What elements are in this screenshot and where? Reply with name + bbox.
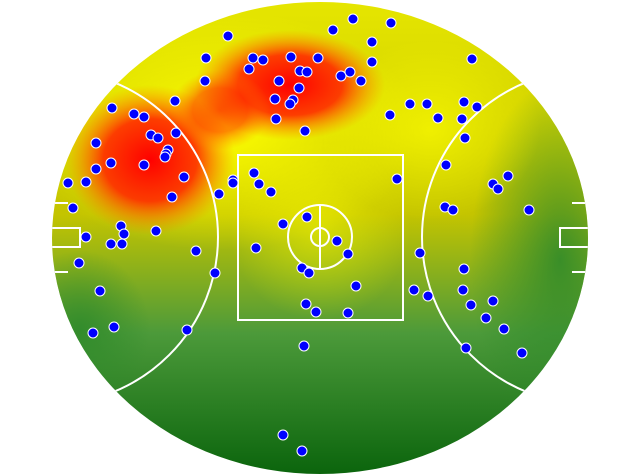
event-point: [90, 163, 102, 175]
event-point: [106, 102, 118, 114]
event-point: [199, 75, 211, 87]
event-point: [385, 17, 397, 29]
event-point: [273, 75, 285, 87]
event-points: [62, 13, 535, 457]
event-point: [159, 151, 171, 163]
event-point: [447, 204, 459, 216]
event-point: [366, 56, 378, 68]
event-point: [62, 177, 74, 189]
event-point: [296, 445, 308, 457]
event-point: [105, 238, 117, 250]
event-point: [404, 98, 416, 110]
event-point: [200, 52, 212, 64]
event-point: [170, 127, 182, 139]
event-point: [502, 170, 514, 182]
event-point: [80, 176, 92, 188]
event-point: [301, 66, 313, 78]
event-point: [384, 109, 396, 121]
event-point: [190, 245, 202, 257]
event-point: [422, 290, 434, 302]
event-point: [466, 53, 478, 65]
event-point: [299, 125, 311, 137]
event-point: [301, 211, 313, 223]
event-point: [80, 231, 92, 243]
event-point: [253, 178, 265, 190]
event-point: [277, 218, 289, 230]
event-point: [128, 108, 140, 120]
event-point: [303, 267, 315, 279]
event-point: [67, 202, 79, 214]
event-point: [523, 204, 535, 216]
event-point: [366, 36, 378, 48]
event-point: [73, 257, 85, 269]
event-point: [487, 295, 499, 307]
event-point: [116, 238, 128, 250]
event-point: [331, 235, 343, 247]
event-point: [257, 54, 269, 66]
event-point: [250, 242, 262, 254]
event-point: [408, 284, 420, 296]
event-point: [480, 312, 492, 324]
event-point: [355, 75, 367, 87]
event-point: [492, 183, 504, 195]
event-point: [247, 52, 259, 64]
event-point: [87, 327, 99, 339]
event-point: [270, 113, 282, 125]
event-point: [459, 132, 471, 144]
event-point: [227, 177, 239, 189]
event-point: [269, 93, 281, 105]
event-point: [285, 51, 297, 63]
event-point: [300, 298, 312, 310]
event-point: [312, 52, 324, 64]
event-point: [169, 95, 181, 107]
event-point: [248, 167, 260, 179]
event-point: [90, 137, 102, 149]
event-point: [138, 111, 150, 123]
event-point: [432, 112, 444, 124]
event-point: [350, 280, 362, 292]
event-point: [105, 157, 117, 169]
event-point: [498, 323, 510, 335]
event-point: [347, 13, 359, 25]
event-point: [108, 321, 120, 333]
event-point: [327, 24, 339, 36]
event-point: [166, 191, 178, 203]
event-point: [516, 347, 528, 359]
event-point: [421, 98, 433, 110]
event-point: [335, 70, 347, 82]
event-point: [298, 340, 310, 352]
event-point: [391, 173, 403, 185]
event-point: [178, 171, 190, 183]
event-point: [465, 299, 477, 311]
event-point: [414, 247, 426, 259]
event-point: [342, 248, 354, 260]
event-point: [94, 285, 106, 297]
event-point: [265, 186, 277, 198]
event-point: [456, 113, 468, 125]
event-point: [344, 66, 356, 78]
event-point: [293, 82, 305, 94]
event-point: [213, 188, 225, 200]
event-point: [458, 263, 470, 275]
event-point: [457, 284, 469, 296]
event-point: [243, 63, 255, 75]
event-point: [460, 342, 472, 354]
event-point: [471, 101, 483, 113]
event-point: [138, 159, 150, 171]
event-point: [458, 96, 470, 108]
event-point: [310, 306, 322, 318]
event-point: [222, 30, 234, 42]
event-point: [209, 267, 221, 279]
event-point: [342, 307, 354, 319]
event-point: [150, 225, 162, 237]
field-markings: [52, 69, 588, 405]
event-point: [152, 132, 164, 144]
event-point: [277, 429, 289, 441]
event-point: [181, 324, 193, 336]
event-point: [284, 98, 296, 110]
event-point: [440, 159, 452, 171]
event-point: [118, 228, 130, 240]
